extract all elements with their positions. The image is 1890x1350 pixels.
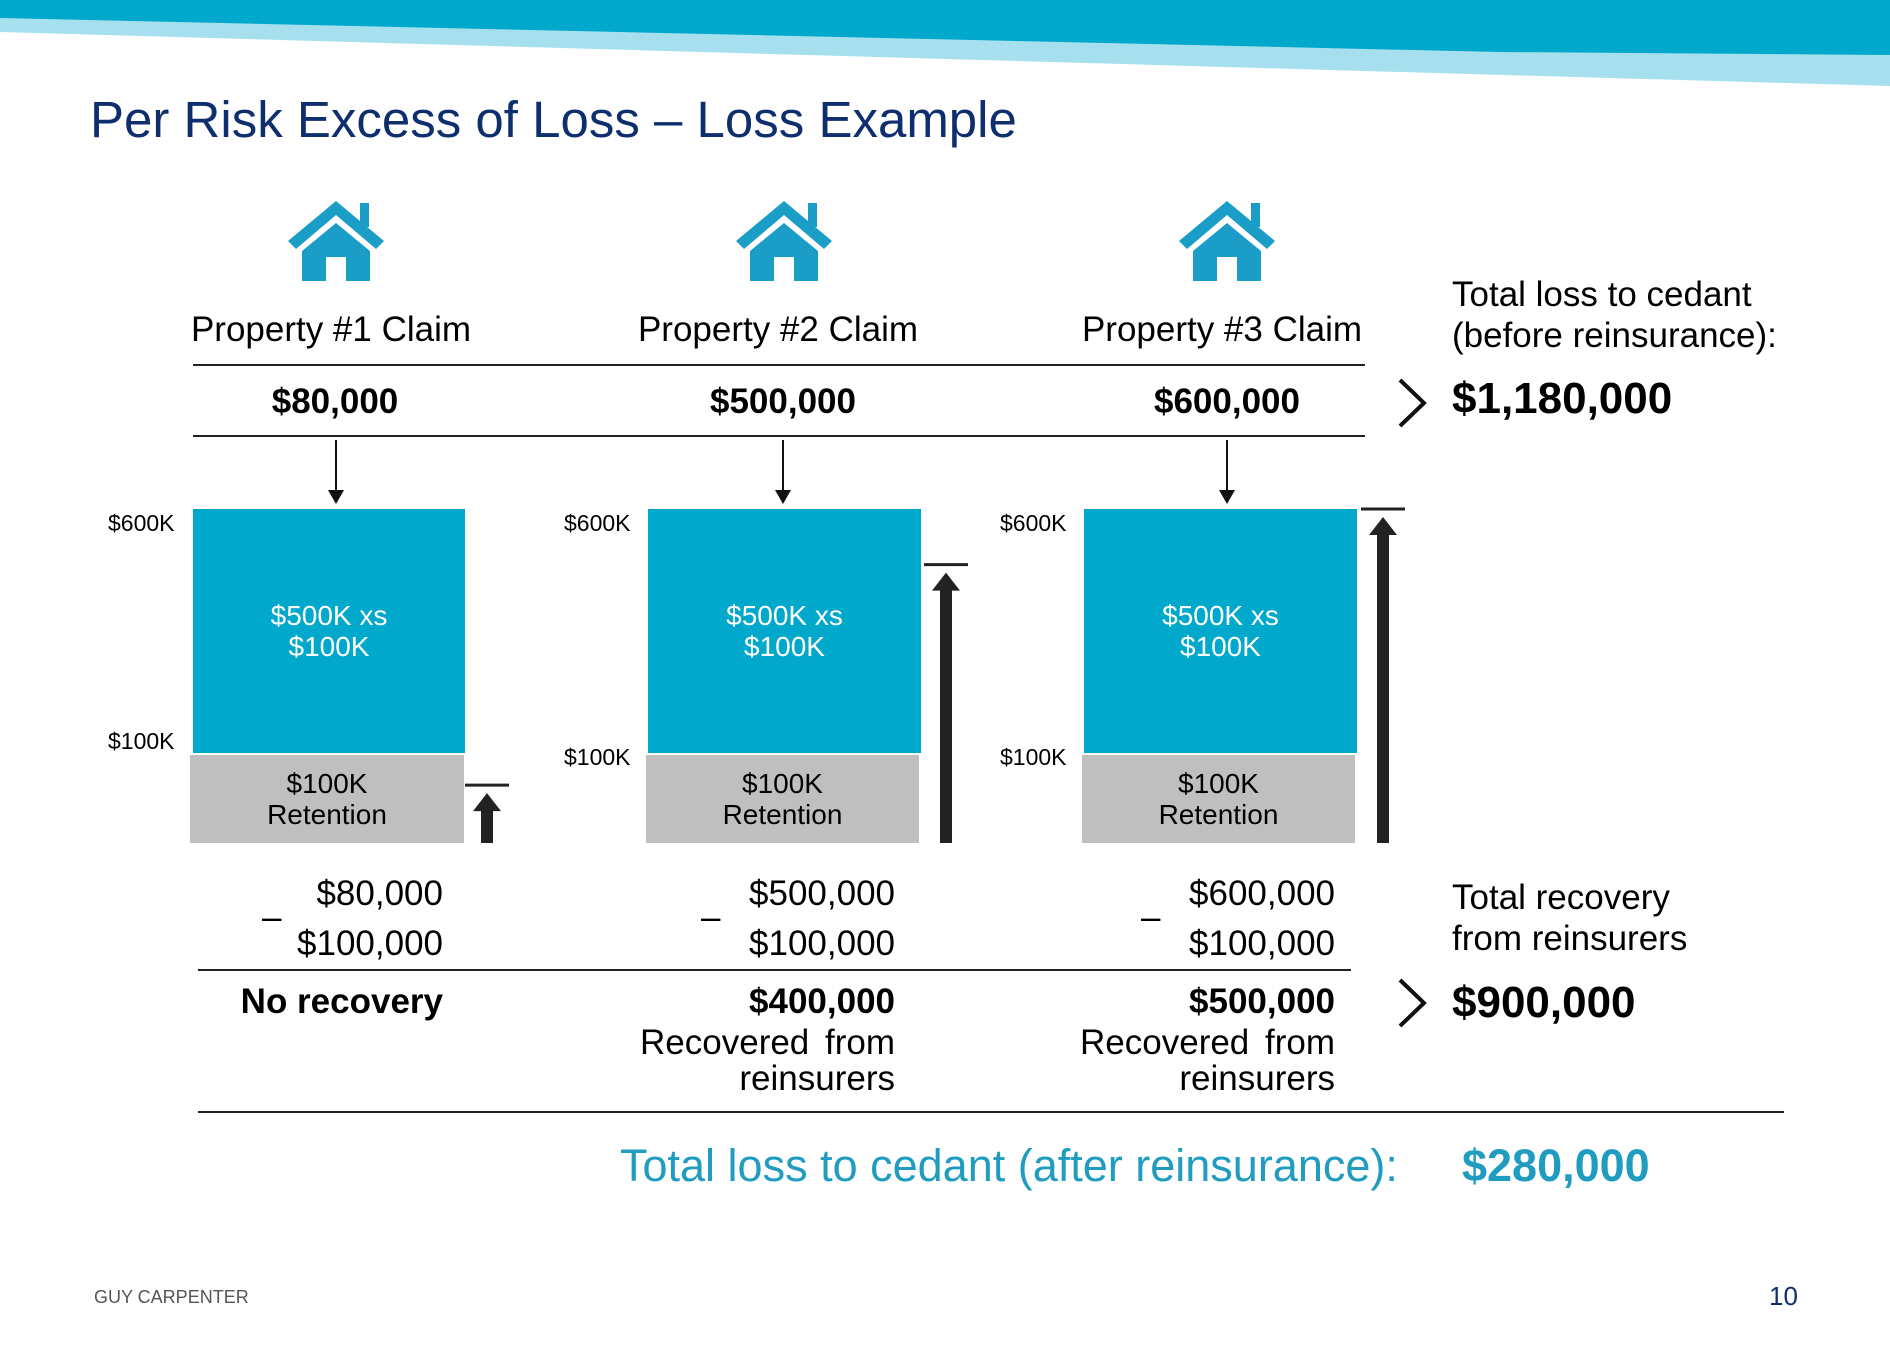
claim-label-property-3: Property #3 Claim bbox=[1081, 310, 1363, 349]
result-note-property-2: Recovered from reinsurers bbox=[640, 1023, 895, 1098]
page-number: 10 bbox=[1769, 1281, 1798, 1311]
level-bottom-property-2: $100K bbox=[564, 744, 631, 770]
calc-retention-property-2: $100,000 bbox=[749, 924, 895, 963]
result-note-property-3: Recovered from reinsurers bbox=[1080, 1023, 1335, 1098]
chevron-right-icon bbox=[1398, 978, 1427, 1028]
calc-retention-property-3: $100,000 bbox=[1189, 924, 1335, 963]
claim-amount-property-1: $80,000 bbox=[271, 382, 399, 421]
level-top-property-1: $600K bbox=[108, 510, 175, 536]
reinsurance-layer-property-3: $500K xs $100K bbox=[1084, 509, 1357, 753]
total-after-label: Total loss to cedant (after reinsurance)… bbox=[620, 1140, 1398, 1191]
divider-top bbox=[193, 364, 1365, 366]
retention-block-property-2: $100K Retention bbox=[646, 755, 919, 843]
level-top-property-2: $600K bbox=[564, 510, 631, 536]
arrow-down-icon bbox=[775, 440, 791, 504]
arrow-down-icon bbox=[328, 440, 344, 504]
top-banner bbox=[0, 0, 1890, 86]
total-recovery-label: Total recovery from reinsurers bbox=[1452, 878, 1688, 958]
result-property-2: $400,000 bbox=[749, 982, 895, 1021]
calc-retention-property-1: $100,000 bbox=[297, 924, 443, 963]
claim-label-property-2: Property #2 Claim bbox=[637, 310, 919, 349]
calc-loss-property-3: $600,000 bbox=[1189, 874, 1335, 913]
level-bottom-property-3: $100K bbox=[1000, 744, 1067, 770]
house-icon bbox=[736, 201, 832, 281]
minus-sign-property-2: – bbox=[701, 898, 721, 937]
reinsurance-layer-property-2: $500K xs $100K bbox=[648, 509, 921, 753]
calc-loss-property-1: $80,000 bbox=[316, 874, 443, 913]
level-bottom-property-1: $100K bbox=[108, 728, 175, 754]
chevron-right-icon bbox=[1398, 378, 1427, 428]
divider-bottom bbox=[198, 1111, 1784, 1113]
arrow-down-icon bbox=[1219, 440, 1235, 504]
result-property-3: $500,000 bbox=[1189, 982, 1335, 1021]
claim-label-property-1: Property #1 Claim bbox=[190, 310, 472, 349]
total-recovery-value: $900,000 bbox=[1452, 978, 1636, 1027]
claim-amount-property-2: $500,000 bbox=[710, 382, 856, 421]
minus-sign-property-1: – bbox=[262, 898, 282, 937]
claim-amount-property-3: $600,000 bbox=[1154, 382, 1300, 421]
loss-arrow-up-icon bbox=[465, 783, 509, 843]
level-top-property-3: $600K bbox=[1000, 510, 1067, 536]
loss-arrow-up-icon bbox=[1361, 507, 1405, 843]
loss-arrow-up-icon bbox=[924, 563, 968, 843]
reinsurance-layer-property-1: $500K xs $100K bbox=[193, 509, 465, 753]
page-title: Per Risk Excess of Loss – Loss Example bbox=[90, 91, 1017, 148]
minus-sign-property-3: – bbox=[1141, 898, 1161, 937]
divider-amounts bbox=[193, 435, 1365, 437]
calc-loss-property-2: $500,000 bbox=[749, 874, 895, 913]
result-property-1: No recovery bbox=[240, 982, 443, 1021]
retention-block-property-3: $100K Retention bbox=[1082, 755, 1355, 843]
footer-brand: GUY CARPENTER bbox=[94, 1287, 249, 1307]
total-before-label: Total loss to cedant (before reinsurance… bbox=[1452, 275, 1777, 355]
house-icon bbox=[288, 201, 384, 281]
house-icon bbox=[1179, 201, 1275, 281]
retention-block-property-1: $100K Retention bbox=[190, 755, 464, 843]
divider-calc bbox=[198, 969, 1351, 971]
total-before-value: $1,180,000 bbox=[1452, 374, 1673, 423]
total-after-value: $280,000 bbox=[1462, 1140, 1650, 1191]
